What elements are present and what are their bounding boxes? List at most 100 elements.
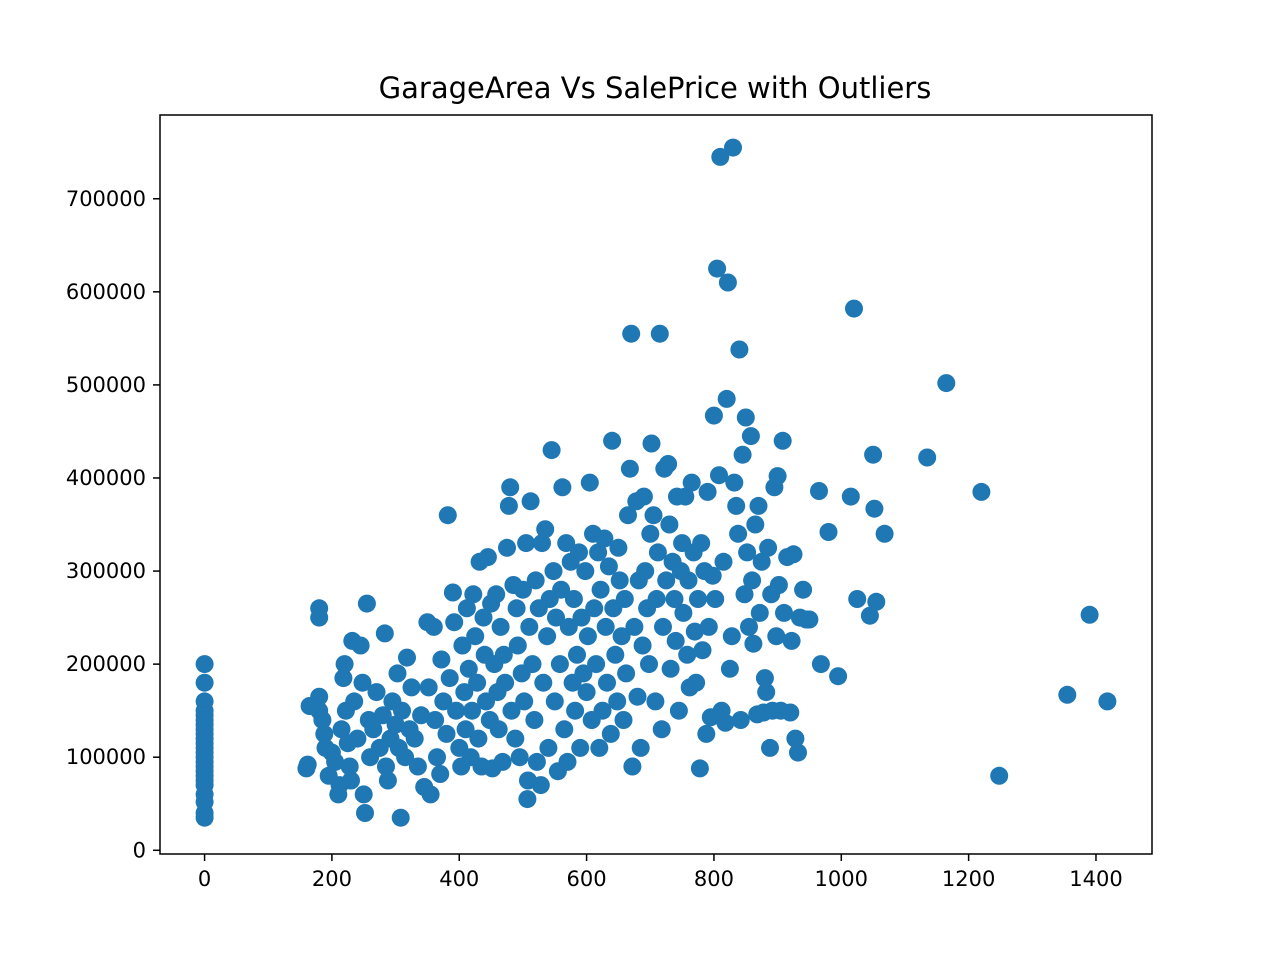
data-point	[918, 448, 937, 467]
data-point	[553, 478, 572, 497]
data-point	[526, 571, 545, 590]
data-point	[650, 324, 669, 343]
data-point	[752, 552, 771, 571]
data-point	[848, 590, 867, 608]
data-point	[434, 692, 453, 711]
data-point	[609, 538, 628, 557]
data-point	[819, 523, 838, 541]
data-point	[498, 538, 516, 557]
data-point	[357, 594, 376, 613]
x-axis: 0 200 400 600 800 1000 1200 1400	[198, 854, 1123, 891]
data-point	[757, 683, 776, 702]
data-point	[464, 585, 483, 604]
data-point	[750, 603, 769, 622]
x-tick-label: 0	[198, 867, 211, 891]
data-point	[674, 603, 693, 622]
data-point	[539, 738, 558, 757]
data-point	[443, 583, 462, 602]
data-point	[845, 299, 863, 318]
data-point	[628, 687, 647, 706]
data-point	[576, 562, 595, 581]
data-point	[356, 804, 374, 822]
data-point	[396, 748, 415, 767]
data-point	[533, 534, 551, 553]
data-point	[682, 473, 701, 492]
data-point	[571, 738, 590, 757]
data-point	[937, 374, 956, 393]
data-point	[659, 455, 678, 473]
data-point	[782, 631, 801, 650]
data-point	[741, 427, 760, 446]
data-point	[388, 664, 407, 683]
data-point	[468, 673, 487, 692]
x-tick-label: 1400	[1069, 867, 1122, 891]
data-point	[566, 701, 585, 720]
data-point	[478, 548, 497, 567]
data-point	[453, 636, 472, 655]
data-point	[740, 617, 758, 636]
data-point	[310, 687, 329, 706]
data-point	[731, 711, 750, 729]
data-point	[527, 752, 546, 771]
data-point	[633, 636, 652, 655]
data-point	[759, 538, 778, 557]
data-point	[577, 683, 596, 702]
data-point	[507, 599, 526, 618]
data-point	[489, 720, 508, 739]
data-point	[761, 738, 779, 757]
data-point	[531, 776, 550, 795]
data-point	[508, 636, 527, 655]
y-tick-label: 500000	[66, 373, 146, 397]
data-point	[326, 752, 345, 771]
data-point	[865, 499, 884, 518]
y-tick-label: 700000	[66, 187, 146, 211]
data-point	[811, 655, 830, 674]
data-point	[631, 738, 650, 757]
data-point	[725, 473, 744, 492]
data-point	[699, 617, 718, 636]
data-point	[972, 482, 991, 501]
data-point	[622, 324, 641, 343]
data-point	[690, 759, 709, 778]
data-point	[841, 487, 860, 506]
data-point	[716, 713, 735, 732]
data-point	[654, 617, 672, 636]
data-point	[564, 590, 583, 608]
data-point	[735, 585, 754, 604]
data-point	[377, 757, 395, 776]
data-point	[506, 729, 525, 748]
data-point	[405, 729, 424, 748]
data-point	[875, 524, 894, 543]
data-point	[706, 590, 725, 608]
data-point	[499, 496, 518, 515]
data-point	[644, 506, 663, 525]
data-point	[598, 673, 616, 692]
data-point	[550, 655, 569, 674]
data-point	[1080, 605, 1099, 624]
data-point	[669, 701, 688, 720]
data-point	[517, 534, 536, 553]
y-tick-label: 600000	[66, 280, 146, 304]
data-point	[620, 459, 639, 478]
data-point	[501, 478, 520, 497]
y-tick-label: 400000	[66, 466, 146, 490]
plot-frame	[159, 114, 1153, 855]
data-point	[1058, 685, 1077, 704]
data-point	[697, 724, 716, 743]
data-point	[676, 487, 695, 506]
data-point	[496, 673, 515, 692]
data-point	[572, 608, 591, 627]
data-point	[428, 748, 446, 767]
y-axis: 0 100000 200000 300000 400000 500000 600000 700…	[66, 187, 160, 862]
data-point	[641, 524, 660, 543]
data-point	[648, 543, 667, 562]
data-point	[457, 599, 476, 618]
x-tick-label: 1000	[815, 867, 868, 891]
data-point	[646, 692, 665, 711]
data-point	[335, 655, 354, 674]
data-point	[775, 603, 793, 622]
data-point	[746, 515, 765, 534]
data-point	[494, 645, 513, 664]
data-point	[634, 487, 653, 506]
data-point	[610, 571, 629, 590]
